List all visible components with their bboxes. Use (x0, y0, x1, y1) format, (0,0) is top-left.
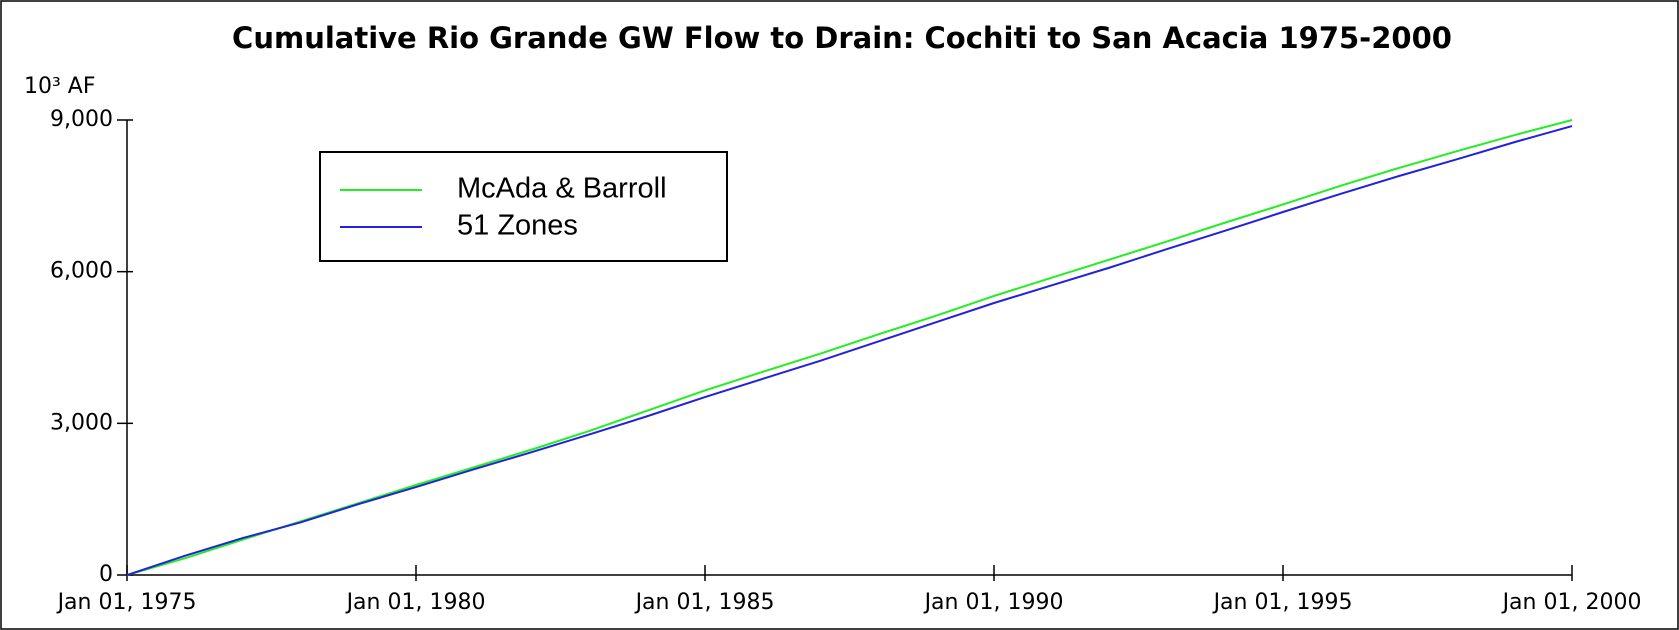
y-tick-label: 6,000 (50, 259, 113, 284)
legend-box (319, 151, 728, 262)
y-tick-label: 9,000 (50, 107, 113, 132)
x-tick-label: Jan 01, 1980 (345, 590, 486, 615)
y-axis-label: 10³ AF (24, 74, 96, 99)
y-tick-label: 3,000 (50, 410, 113, 435)
x-tick-label: Jan 01, 2000 (1501, 590, 1642, 615)
x-tick-label: Jan 01, 1985 (634, 590, 775, 615)
chart-title: Cumulative Rio Grande GW Flow to Drain: … (232, 21, 1452, 55)
series-line (126, 119, 1573, 576)
y-tick-label: 0 (99, 562, 113, 587)
x-tick-label: Jan 01, 1990 (923, 590, 1064, 615)
legend-label: 51 Zones (457, 210, 578, 242)
x-tick-label: Jan 01, 1995 (1212, 590, 1353, 615)
legend-label: McAda & Barroll (457, 173, 667, 205)
x-tick-label: Jan 01, 1975 (56, 590, 197, 615)
series-line (126, 125, 1573, 576)
